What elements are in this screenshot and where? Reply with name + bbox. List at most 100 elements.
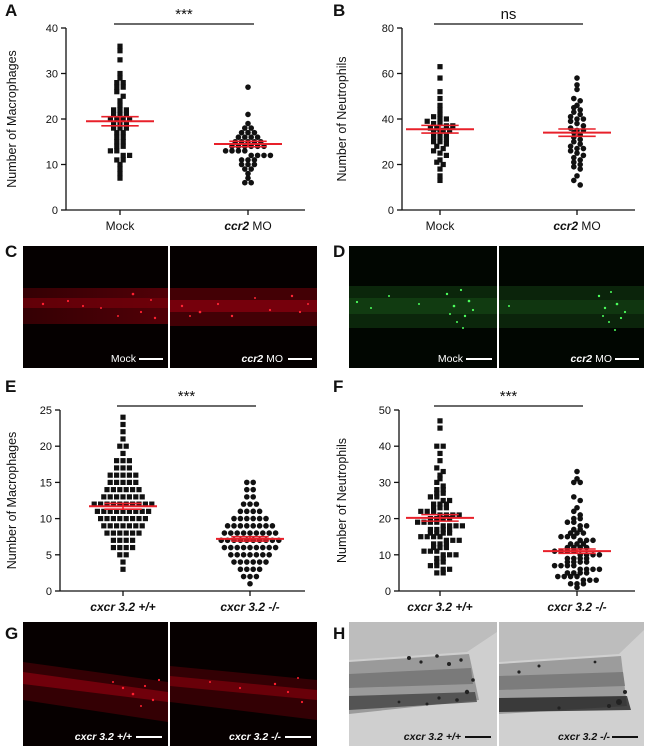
data-point [564,562,571,569]
data-point [571,109,577,115]
data-point [123,537,129,543]
data-point [567,541,574,547]
data-point [101,508,107,514]
data-point [440,566,446,572]
x-category-label: ccr2 MO [553,219,600,233]
brightfield-wt [349,632,497,746]
data-point [574,475,580,482]
data-point [574,468,580,475]
data-point [120,130,126,136]
data-point [424,118,430,124]
data-point [580,116,587,122]
data-point [431,534,437,540]
data-point [237,508,244,515]
data-point [238,129,245,136]
data-point [123,552,129,558]
data-point [130,537,136,543]
data-point [250,566,256,573]
data-point [114,458,120,464]
y-tick-label: 10 [40,514,52,526]
data-point [120,479,126,485]
y-tick-label: 30 [379,477,391,489]
data-point [244,479,250,486]
data-point [443,544,449,551]
data-point [564,533,571,540]
data-point [247,580,253,587]
data-point [117,75,123,81]
data-point [107,116,113,122]
x-category-label: cxcr 3.2 +/+ [90,600,155,614]
data-point [120,116,126,122]
data-point [117,171,123,177]
y-tick-label: 25 [40,405,52,417]
data-point [126,472,132,478]
data-point [437,177,443,184]
data-point [431,148,437,154]
data-point [114,479,120,485]
data-point [245,175,251,181]
data-point [245,120,251,127]
panel-letter-h: H [333,624,346,643]
data-point [431,139,437,145]
significance-label: *** [175,6,193,23]
data-point [263,523,269,529]
y-tick-label: 30 [46,69,58,81]
data-point [567,148,574,154]
data-point [245,170,251,177]
data-point [142,501,148,507]
data-point [123,107,129,113]
significance-label: *** [178,388,196,405]
data-point [440,145,446,152]
data-point [437,534,443,540]
data-point [440,526,446,533]
data-point [437,120,443,127]
data-point [117,544,123,551]
data-point [114,84,120,90]
data-point [443,132,449,138]
data-point [133,472,139,478]
data-point [244,559,250,565]
data-point [440,570,446,576]
data-point [253,544,260,551]
data-point [250,523,256,529]
data-point [245,84,251,90]
data-point [459,523,465,529]
data-point [117,166,123,172]
data-point [256,523,263,529]
y-tick-label: 0 [385,586,391,598]
y-tick-label: 20 [382,160,394,172]
data-point [558,562,564,569]
data-point [571,570,577,576]
data-point [120,93,126,99]
data-point [237,515,244,522]
data-point [247,552,253,558]
data-point [440,490,446,496]
fluorescence-red-wt [23,662,168,722]
data-point [256,515,263,522]
data-point [111,125,117,131]
data-point [120,143,126,149]
data-point [248,134,254,140]
data-point [253,573,260,580]
data-point [574,145,580,152]
data-point [110,487,116,493]
scale-bar [136,736,162,738]
data-point [123,530,129,536]
fluorescence-green-ccr2mo [499,286,644,331]
data-point [117,102,123,108]
data-point [130,487,136,493]
data-point [247,530,253,536]
scale-bar [139,358,163,360]
y-tick-label: 20 [40,441,52,453]
data-point [437,472,443,478]
data-point [111,111,117,118]
data-point [263,559,269,565]
panel-letter-b: B [333,1,346,20]
data-point [577,136,583,143]
image-c-ccr2mo: ccr2 MO [170,246,317,368]
image-label-h-right: cxcr 3.2 -/- [558,731,610,743]
data-point [434,555,440,562]
y-axis-title: Number of Neutrophils [335,56,349,181]
data-point [577,515,583,522]
data-point [431,501,437,507]
